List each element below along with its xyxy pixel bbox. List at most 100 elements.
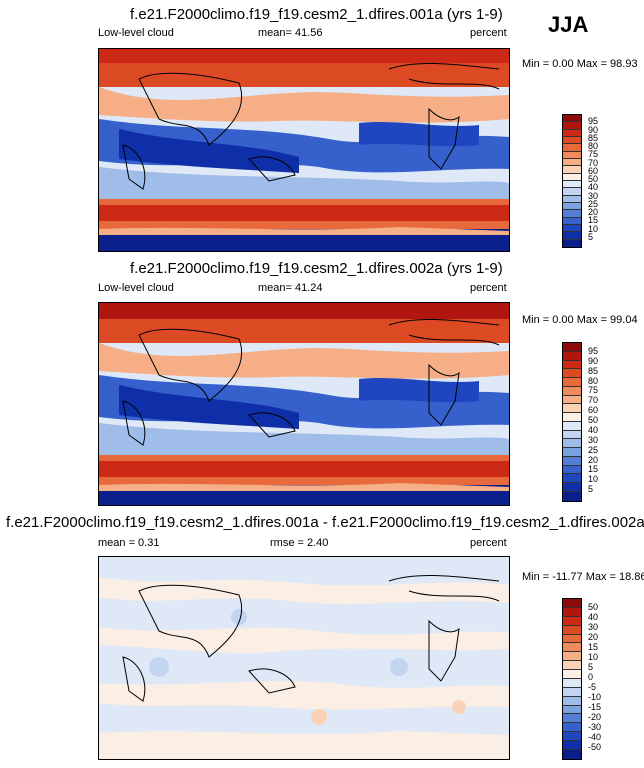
panel-3-rmse-label: rmse = 2.40 (270, 537, 329, 549)
colorbar-swatch (563, 705, 581, 715)
colorbar-tick-label: 75 (588, 149, 599, 160)
panel-2-mean-label: mean= 41.24 (258, 282, 323, 294)
colorbar-tick-label: 50 (588, 602, 599, 612)
colorbar-swatch (563, 465, 581, 475)
colorbar-tick-label: 60 (588, 165, 599, 176)
panel-1-units-label: percent (470, 27, 507, 39)
colorbar-swatch (563, 678, 581, 688)
colorbar-tick-label: -30 (588, 722, 602, 732)
colorbar-tick-label: 5 (588, 231, 594, 242)
colorbar-tick-label: 95 (588, 116, 599, 127)
panel-3-mean-label: mean = 0.31 (98, 537, 160, 549)
colorbar-tick-label: 0 (588, 672, 594, 682)
colorbar-swatch (563, 195, 581, 203)
panel-3-colorbar-labels: 50 40 30 20 15 10 5 0 -5 -10 -15 -20 -30 -40 -50 (588, 598, 618, 758)
colorbar-tick-label: 40 (588, 612, 599, 622)
colorbar-tick-label: 25 (588, 198, 599, 209)
panel-1-map (98, 48, 510, 252)
colorbar-swatch (563, 421, 581, 431)
colorbar-swatch (563, 404, 581, 414)
colorbar-tick-label: 20 (588, 632, 599, 642)
colorbar-tick-label: 20 (588, 207, 599, 217)
colorbar-swatch (563, 239, 581, 247)
colorbar-swatch (563, 661, 581, 670)
colorbar-swatch (563, 180, 581, 189)
colorbar-swatch (563, 634, 581, 644)
colorbar-tick-label: 10 (588, 474, 599, 485)
colorbar-tick-label: -50 (588, 742, 602, 752)
colorbar-swatch (563, 439, 581, 449)
colorbar-swatch (563, 232, 581, 240)
colorbar-tick-label: 25 (588, 444, 599, 455)
colorbar-tick-label: 15 (588, 215, 599, 226)
colorbar-tick-label: 15 (588, 642, 599, 652)
colorbar-swatch (563, 687, 581, 697)
colorbar-swatch (563, 741, 581, 750)
colorbar-swatch (563, 369, 581, 379)
panel-2-minmax: Min = 0.00 Max = 99.04 (522, 314, 638, 326)
colorbar-swatch (563, 714, 581, 724)
panel-3-minmax: Min = -11.77 Max = 18.86 (522, 571, 644, 583)
colorbar-swatch (563, 670, 581, 679)
colorbar-tick-label: 80 (588, 375, 599, 386)
colorbar-swatch (563, 696, 581, 706)
colorbar-swatch (563, 413, 581, 422)
colorbar-swatch (563, 360, 581, 370)
colorbar-swatch (563, 599, 581, 608)
colorbar-tick-label: 90 (588, 124, 599, 135)
panel-1-left-label: Low-level cloud (98, 27, 174, 39)
colorbar-tick-label: 20 (588, 454, 599, 465)
colorbar-swatch (563, 625, 581, 635)
panel-1-colorbar-labels: 95 90 85 80 75 70 60 50 40 30 25 20 15 10 5 (588, 114, 618, 246)
colorbar-swatch (563, 652, 581, 662)
colorbar-tick-label: 90 (588, 355, 599, 366)
colorbar-swatch (563, 483, 581, 493)
colorbar-tick-label: 60 (588, 405, 599, 416)
colorbar-swatch (563, 430, 581, 440)
colorbar-tick-label: 40 (588, 182, 599, 193)
colorbar-swatch (563, 129, 581, 137)
colorbar-swatch (563, 474, 581, 484)
colorbar-tick-label: 40 (588, 424, 599, 435)
colorbar-tick-label: 80 (588, 141, 599, 151)
colorbar-swatch (563, 749, 581, 759)
panel-3-title: f.e21.F2000climo.f19_f19.cesm2_1.dfires.… (6, 514, 644, 531)
panel-2-colorbar-labels: 95 90 85 80 75 70 60 50 40 30 25 20 15 10 5 (588, 342, 618, 500)
colorbar-swatch (563, 210, 581, 218)
panel-3-map (98, 556, 510, 760)
panel-2-left-label: Low-level cloud (98, 282, 174, 294)
colorbar-swatch (563, 607, 581, 617)
panel-2-title: f.e21.F2000climo.f19_f19.cesm2_1.dfires.… (130, 260, 503, 277)
colorbar-tick-label: 50 (588, 415, 599, 425)
colorbar-tick-label: 95 (588, 345, 599, 356)
colorbar-swatch (563, 456, 581, 466)
season-label: JJA (548, 12, 589, 37)
colorbar-swatch (563, 166, 581, 174)
colorbar-tick-label: 50 (588, 174, 599, 184)
colorbar-swatch (563, 343, 581, 352)
colorbar-tick-label: -15 (588, 702, 602, 712)
colorbar-tick-label: -5 (588, 682, 597, 692)
colorbar-swatch (563, 115, 581, 123)
colorbar-swatch (563, 492, 581, 501)
colorbar-tick-label: -10 (588, 692, 602, 702)
colorbar-swatch (563, 378, 581, 387)
colorbar-tick-label: 30 (588, 622, 599, 632)
colorbar-swatch (563, 217, 581, 225)
colorbar-swatch (563, 136, 581, 145)
colorbar-tick-label: 15 (588, 464, 599, 475)
colorbar-swatch (563, 158, 581, 167)
colorbar-tick-label: 85 (588, 132, 599, 143)
panel-1-mean-label: mean= 41.56 (258, 27, 323, 39)
colorbar-swatch (563, 386, 581, 396)
colorbar-swatch (563, 448, 581, 457)
colorbar-tick-label: 5 (588, 484, 594, 495)
colorbar-swatch (563, 723, 581, 733)
colorbar-swatch (563, 188, 581, 196)
colorbar-swatch (563, 395, 581, 405)
colorbar-tick-label: 75 (588, 385, 599, 396)
colorbar-swatch (563, 351, 581, 361)
colorbar-swatch (563, 144, 581, 152)
panel-2-colorbar (562, 342, 582, 502)
colorbar-swatch (563, 732, 581, 741)
